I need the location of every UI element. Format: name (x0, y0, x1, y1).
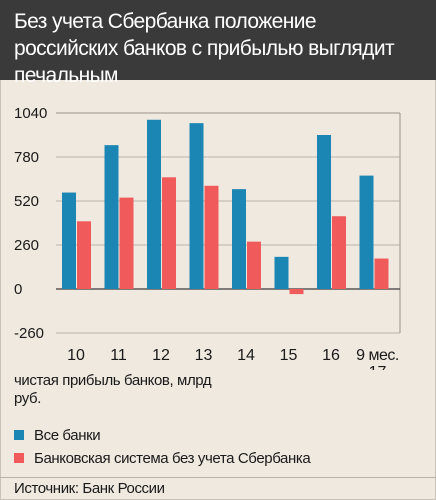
bar-without-sber (77, 221, 91, 289)
x-tick-label: 16 (322, 347, 340, 364)
x-tick-label: 13 (195, 347, 213, 364)
bar-without-sber (204, 185, 219, 289)
bar-chart: 1040 780 520 260 0 -260 10 11 12 13 14 15 16 9 мес.17 (14, 105, 401, 370)
x-tick-label: 14 (237, 347, 255, 364)
x-tick-label: 9 мес. (356, 347, 399, 364)
legend-label-all-banks: Все банки (34, 427, 101, 444)
bar-without-sber (162, 177, 176, 289)
bar-all-banks (359, 175, 374, 289)
x-tick-label: 10 (67, 347, 85, 364)
bar-without-sber (289, 289, 304, 295)
chart-title: Без учета Сбербанка положение российских… (14, 10, 395, 87)
legend-label-without-sber: Банковская система без учета Сбербанка (34, 450, 311, 467)
bar-without-sber (374, 258, 389, 289)
y-tick-label: 520 (14, 193, 39, 210)
bar-without-sber (247, 241, 261, 289)
y-tick-label: 0 (14, 281, 22, 298)
bar-all-banks (274, 256, 289, 289)
y-tick-label: -260 (14, 325, 44, 342)
legend-swatch-blue (14, 429, 24, 440)
bar-all-banks (317, 135, 331, 289)
bar-without-sber (119, 197, 134, 289)
bar-all-banks (147, 119, 161, 289)
source-note: Источник: Банк России (14, 480, 165, 497)
bar-all-banks (189, 123, 204, 290)
y-tick-label: 780 (14, 149, 39, 166)
bar-all-banks (62, 192, 76, 289)
x-tick-label: 11 (110, 347, 127, 364)
y-axis-label: чистая прибыль банков, млрд руб. (14, 372, 212, 407)
footer-divider (0, 477, 436, 478)
legend-item-without-sber: Банковская система без учета Сбербанка (14, 449, 311, 469)
bar-all-banks (104, 145, 119, 289)
y-tick-label: 260 (14, 237, 39, 254)
legend-swatch-red (14, 452, 24, 463)
legend-item-all-banks: Все банки (14, 426, 101, 446)
x-tick-label: 12 (152, 347, 170, 364)
title-bar: Без учета Сбербанка положение российских… (0, 0, 436, 87)
x-tick-label-line2: 17 (369, 364, 387, 370)
y-tick-label: 1040 (14, 105, 47, 122)
x-tick-label: 15 (280, 347, 298, 364)
bar-all-banks (232, 189, 246, 289)
bar-without-sber (332, 216, 346, 289)
